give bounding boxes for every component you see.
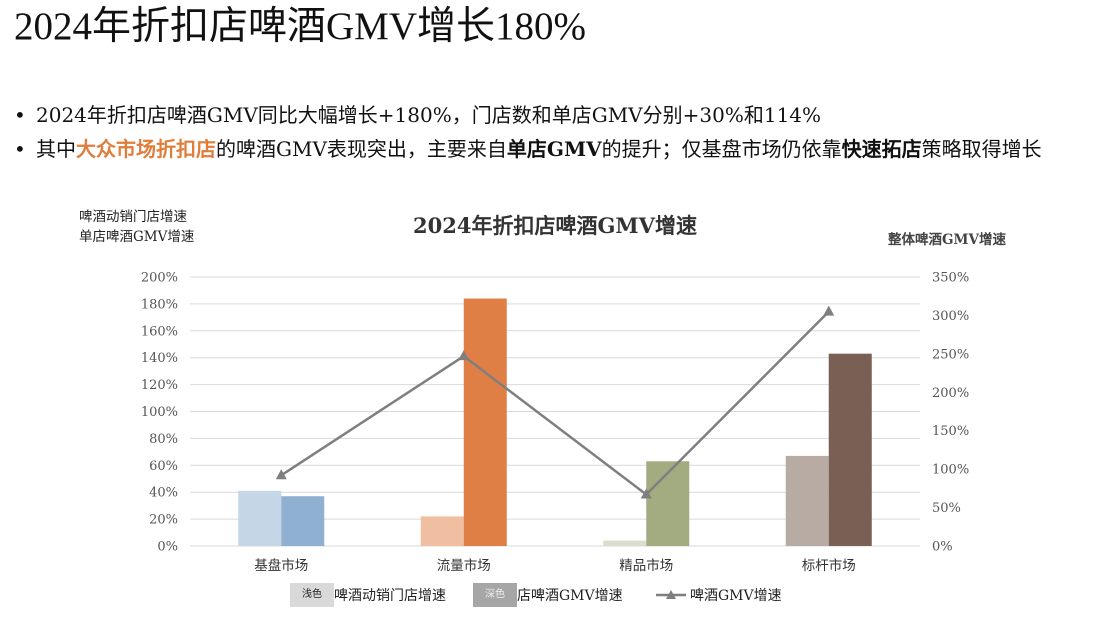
left-axis-tick-label: 180% xyxy=(141,297,178,312)
line-point-marker xyxy=(458,350,470,361)
right-axis-tick-label: 200% xyxy=(932,386,969,401)
left-axis-tick-label: 20% xyxy=(149,513,178,528)
right-axis-tick-label: 350% xyxy=(932,271,969,286)
right-axis-tick-label: 0% xyxy=(932,540,953,555)
left-axis-tick-label: 80% xyxy=(149,432,178,447)
category-label: 标杆市场 xyxy=(802,557,856,574)
right-axis-tick-label: 300% xyxy=(932,309,969,324)
bar-store-growth xyxy=(420,516,464,546)
left-axis-label-line1: 啤酒动销门店增速 xyxy=(79,209,187,225)
page-title: 2024年折扣店啤酒GMV增长180% xyxy=(14,5,586,48)
right-axis-label: 整体啤酒GMV增速 xyxy=(888,232,1006,248)
left-axis-tick-label: 140% xyxy=(141,351,178,366)
category-label: 基盘市场 xyxy=(254,557,308,574)
left-axis-tick-label: 200% xyxy=(141,271,178,286)
bar-store-growth xyxy=(785,455,829,546)
bullet-text: 的啤酒GMV表现突出，主要来自 xyxy=(216,137,507,161)
left-axis-tick-label: 60% xyxy=(149,459,178,474)
bar-gmv-per-store xyxy=(281,496,325,546)
legend-swatch-light: 浅色 xyxy=(290,583,334,607)
line-total-gmv xyxy=(280,310,830,497)
emphasis-text: 快速拓店 xyxy=(841,137,922,161)
bullet-item-2: • 其中大众市场折扣店的啤酒GMV表现突出，主要来自单店GMV的提升；仅基盘市场… xyxy=(14,132,1099,166)
bar-gmv-per-store xyxy=(646,461,690,546)
left-axis-tick-label: 0% xyxy=(157,540,178,555)
left-axis-tick-label: 120% xyxy=(141,378,178,393)
bullet-item-1: • 2024年折扣店啤酒GMV同比大幅增长+180%，门店数和单店GMV分别+3… xyxy=(14,98,1099,132)
right-axis-tick-label: 250% xyxy=(932,347,969,362)
bar-store-growth xyxy=(238,490,282,546)
left-axis-label: 啤酒动销门店增速 单店啤酒GMV增速 xyxy=(79,207,194,247)
chart-title: 2024年折扣店啤酒GMV增速 xyxy=(413,213,697,238)
bullet-dot: • xyxy=(14,103,26,127)
legend-label: 店啤酒GMV增速 xyxy=(517,588,623,604)
line-point-marker xyxy=(823,305,835,316)
legend-label: 啤酒动销门店增速 xyxy=(334,588,446,604)
line-point-marker xyxy=(275,469,287,480)
bar-store-growth xyxy=(603,540,647,546)
right-axis-tick-label: 100% xyxy=(932,463,969,478)
category-label: 流量市场 xyxy=(437,557,491,574)
bullet-list: • 2024年折扣店啤酒GMV同比大幅增长+180%，门店数和单店GMV分别+3… xyxy=(14,98,1099,166)
legend-line-marker xyxy=(656,590,686,599)
right-axis-tick-label: 150% xyxy=(932,424,969,439)
bullet-text: 其中 xyxy=(36,137,76,161)
category-label: 精品市场 xyxy=(619,557,673,574)
legend-label: 啤酒GMV增速 xyxy=(690,588,782,604)
right-axis-tick-label: 50% xyxy=(932,501,961,516)
legend-swatch-dark: 深色 xyxy=(473,583,517,607)
left-axis-label-line2: 单店啤酒GMV增速 xyxy=(79,229,195,245)
bullet-text: 2024年折扣店啤酒GMV同比大幅增长+180%，门店数和单店GMV分别+30%… xyxy=(36,103,822,127)
legend-item-total-gmv: 啤酒GMV增速 xyxy=(656,583,782,607)
bullet-text: 的提升；仅基盘市场仍依靠 xyxy=(601,137,842,161)
bar-gmv-per-store xyxy=(463,298,507,546)
emphasis-text: 单店GMV xyxy=(506,137,602,161)
highlight-text: 大众市场折扣店 xyxy=(76,137,216,161)
line-point-marker xyxy=(640,488,652,499)
bullet-text: 策略取得增长 xyxy=(921,137,1042,161)
bullet-dot: • xyxy=(14,137,26,161)
left-axis-tick-label: 40% xyxy=(149,486,178,501)
left-axis-tick-label: 160% xyxy=(141,324,178,339)
legend-item-store-growth: 浅色 啤酒动销门店增速 xyxy=(290,583,446,607)
legend-item-gmv-per-store: 深色 店啤酒GMV增速 xyxy=(473,583,623,607)
bar-gmv-per-store xyxy=(828,353,872,546)
left-axis-tick-label: 100% xyxy=(141,405,178,420)
